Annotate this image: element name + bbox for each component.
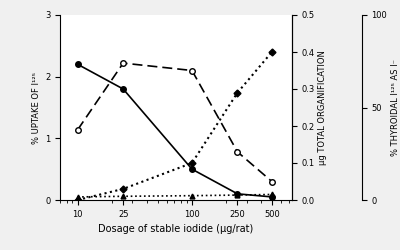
Y-axis label: % UPTAKE OF I¹²⁵: % UPTAKE OF I¹²⁵ — [32, 72, 41, 144]
X-axis label: Dosage of stable iodide (μg/rat): Dosage of stable iodide (μg/rat) — [98, 224, 254, 234]
Y-axis label: μg TOTAL ORGANIFICATION: μg TOTAL ORGANIFICATION — [318, 50, 327, 165]
Y-axis label: % THYROIDAL I¹²⁵ AS I⁻: % THYROIDAL I¹²⁵ AS I⁻ — [391, 59, 400, 156]
